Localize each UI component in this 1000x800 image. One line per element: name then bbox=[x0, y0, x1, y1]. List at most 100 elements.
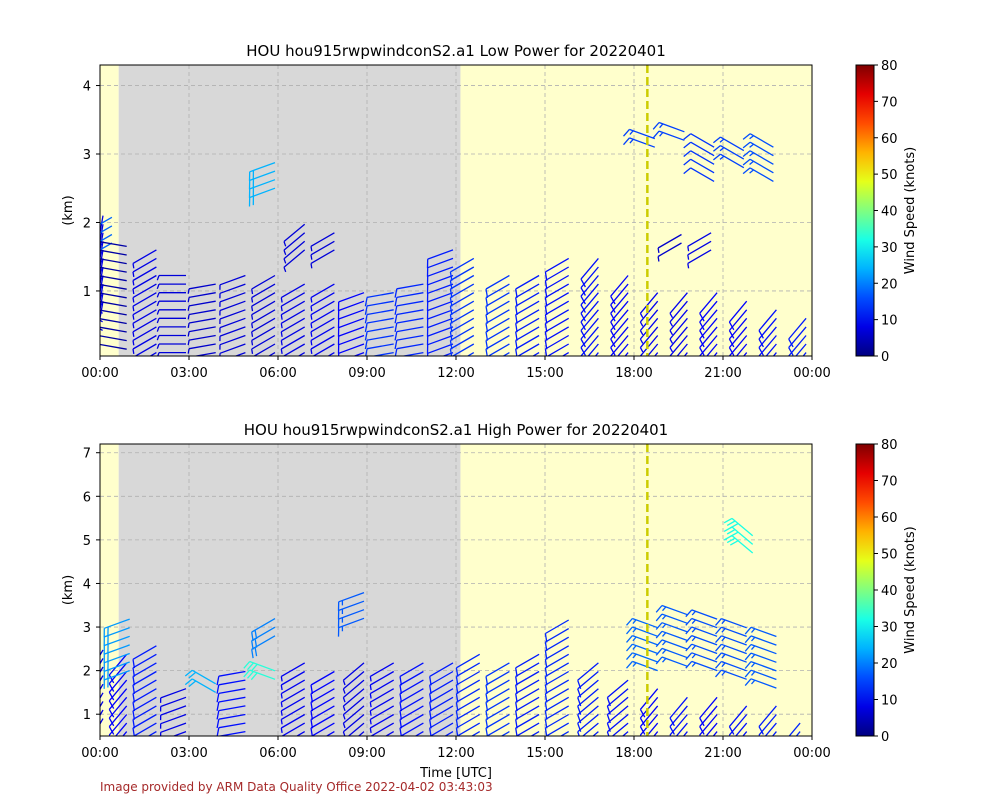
wind-barb bbox=[156, 317, 186, 324]
wind-barb bbox=[280, 662, 306, 682]
x-tick-label: 21:00 bbox=[704, 366, 741, 381]
x-tick-label: 12:00 bbox=[437, 366, 474, 381]
colorbar: 0 10 20 30 40 50 60 70 80 Wind Speed (knots) bbox=[855, 438, 918, 745]
wind-barb bbox=[216, 688, 246, 703]
wind-barb bbox=[485, 679, 510, 703]
wind-barb bbox=[581, 722, 599, 736]
y-tick-label: 3 bbox=[83, 621, 91, 636]
wind-barb bbox=[251, 300, 276, 320]
wind-barb bbox=[655, 639, 688, 650]
x-tick-label: 03:00 bbox=[170, 746, 207, 761]
wind-barb bbox=[399, 713, 424, 736]
wind-barb bbox=[626, 634, 658, 646]
wind-barb bbox=[280, 300, 306, 320]
colorbar-tick-label: 50 bbox=[881, 548, 898, 563]
wind-barb bbox=[100, 326, 127, 333]
colorbar-tick-label: 30 bbox=[881, 621, 898, 636]
wind-barb bbox=[100, 658, 104, 665]
wind-barb bbox=[655, 630, 688, 642]
wind-barb bbox=[280, 309, 306, 329]
wind-barb bbox=[399, 722, 424, 736]
wind-barb bbox=[132, 283, 157, 303]
wind-barb bbox=[485, 309, 510, 333]
wind-barb bbox=[788, 317, 807, 348]
wind-barb bbox=[184, 669, 217, 685]
wind-barb bbox=[685, 609, 718, 620]
wind-barb bbox=[364, 300, 394, 315]
wind-barb bbox=[544, 705, 570, 729]
wind-barb bbox=[394, 300, 424, 315]
wind-barb bbox=[394, 326, 424, 341]
x-tick-label: 00:00 bbox=[793, 366, 830, 381]
wind-barb bbox=[515, 326, 540, 350]
wind-barb bbox=[187, 343, 216, 354]
wind-barb bbox=[544, 274, 570, 299]
wind-barb bbox=[653, 731, 659, 736]
wind-barb bbox=[795, 731, 801, 736]
wind-barb bbox=[132, 334, 157, 355]
wind-barb bbox=[685, 652, 718, 663]
wind-barb bbox=[449, 309, 475, 333]
wind-barb bbox=[337, 309, 365, 329]
wind-barb bbox=[544, 326, 570, 350]
wind-barb bbox=[364, 326, 394, 341]
wind-barb bbox=[132, 300, 157, 320]
wind-barb bbox=[639, 300, 659, 327]
wind-barb bbox=[337, 317, 365, 337]
wind-barb bbox=[735, 343, 748, 356]
wind-barb bbox=[310, 688, 335, 712]
wind-barb bbox=[455, 653, 481, 677]
wind-barb bbox=[715, 617, 747, 629]
wind-barb bbox=[347, 722, 365, 736]
wind-barb bbox=[132, 679, 157, 703]
wind-barb bbox=[426, 343, 454, 356]
shade-day bbox=[460, 65, 812, 356]
wind-barb bbox=[426, 257, 454, 277]
wind-barb bbox=[134, 343, 157, 356]
x-tick-label: 15:00 bbox=[526, 366, 563, 381]
wind-barb bbox=[132, 317, 157, 337]
wind-barb bbox=[364, 309, 394, 324]
wind-barb bbox=[502, 352, 510, 356]
wind-barb bbox=[132, 257, 157, 278]
wind-barb bbox=[426, 292, 454, 311]
wind-barb bbox=[617, 343, 629, 356]
colorbar-tick-label: 20 bbox=[881, 657, 898, 672]
wind-barb bbox=[251, 626, 276, 650]
wind-barb bbox=[342, 662, 365, 686]
colorbar-tick-label: 30 bbox=[881, 241, 898, 256]
wind-barb bbox=[310, 309, 335, 329]
wind-barb bbox=[485, 688, 510, 712]
wind-barb bbox=[742, 150, 774, 165]
wind-barb bbox=[280, 670, 306, 691]
wind-barb bbox=[685, 617, 718, 629]
wind-barb bbox=[100, 675, 104, 683]
wind-barb bbox=[280, 283, 306, 303]
wind-barb bbox=[187, 326, 216, 337]
wind-barb bbox=[100, 241, 127, 248]
wind-barb bbox=[626, 626, 658, 637]
y-tick-label: 1 bbox=[83, 708, 91, 723]
wind-barb bbox=[100, 275, 127, 282]
wind-barb bbox=[132, 670, 157, 695]
x-tick-label: 00:00 bbox=[81, 366, 118, 381]
wind-barb bbox=[280, 292, 306, 312]
wind-barb bbox=[342, 696, 365, 720]
wind-barb bbox=[216, 713, 246, 729]
x-tick-label: 00:00 bbox=[793, 746, 830, 761]
wind-barb bbox=[705, 722, 718, 736]
wind-barb bbox=[132, 713, 157, 736]
wind-barb bbox=[577, 714, 599, 736]
wind-barb bbox=[669, 696, 688, 727]
wind-barb bbox=[657, 242, 682, 262]
panel-high-power: 00:00 03:00 06:00 09:00 12:00 15:00 18:00 21:00… bbox=[61, 421, 831, 781]
wind-barb bbox=[156, 309, 186, 315]
wind-barb bbox=[310, 334, 335, 355]
wind-barb bbox=[515, 334, 540, 356]
wind-barb bbox=[466, 352, 475, 356]
wind-barb bbox=[187, 309, 216, 320]
wind-barb bbox=[546, 343, 570, 356]
wind-barb bbox=[187, 300, 216, 311]
wind-barb bbox=[455, 696, 481, 720]
